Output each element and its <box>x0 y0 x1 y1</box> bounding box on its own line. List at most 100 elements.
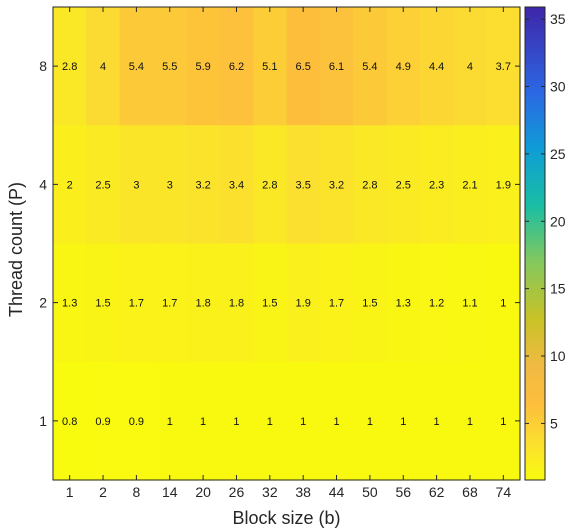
heatmap-cell <box>86 361 121 481</box>
cell-value-label: 1.1 <box>462 298 477 310</box>
x-tick-label: 1 <box>66 484 74 500</box>
cell-value-label: 2.1 <box>462 179 477 191</box>
heatmap-cell <box>119 243 154 363</box>
cell-value-label: 4.9 <box>396 61 411 73</box>
heatmap-cell <box>153 7 188 126</box>
cell-value-label: 5.9 <box>195 61 210 73</box>
x-axis-ticks: 1 2 8 14 20 26 32 38 44 50 56 62 68 74 <box>66 7 511 500</box>
x-tick-label: 26 <box>229 484 245 500</box>
heatmap-cell <box>186 361 221 481</box>
heatmap-cell <box>219 125 254 245</box>
cell-value-label: 4 <box>100 61 106 73</box>
cell-value-label: 5.4 <box>362 61 377 73</box>
x-tick-label: 32 <box>262 484 278 500</box>
cell-value-label: 5.1 <box>262 61 277 73</box>
heatmap-cell <box>486 7 521 126</box>
colorbar-tick-label: 30 <box>550 79 566 95</box>
y-tick-label: 4 <box>39 176 47 192</box>
heatmap-cell <box>319 7 354 126</box>
x-tick-label: 62 <box>429 484 445 500</box>
cell-value-label: 1.9 <box>496 179 511 191</box>
cell-value-label: 2.8 <box>262 179 277 191</box>
x-tick-label: 2 <box>99 484 107 500</box>
heatmap-cell <box>386 7 421 126</box>
x-tick-label: 20 <box>195 484 211 500</box>
y-tick-label: 8 <box>39 58 47 74</box>
heatmap-cell <box>153 243 188 363</box>
cell-value-label: 4 <box>467 61 473 73</box>
x-tick-label: 14 <box>162 484 178 500</box>
x-tick-label: 8 <box>132 484 140 500</box>
cell-value-label: 1.7 <box>162 298 177 310</box>
cell-value-label: 5.5 <box>162 61 177 73</box>
heatmap-cell <box>286 7 321 126</box>
heatmap-cell <box>253 243 288 363</box>
heatmap-cell <box>453 243 488 363</box>
heatmap-cell <box>253 7 288 126</box>
colorbar-ticks: 5 10 15 20 25 30 35 <box>525 11 566 431</box>
cell-value-label: 1 <box>267 416 273 428</box>
y-axis-ticks: 8 4 2 1 <box>39 58 520 429</box>
cell-value-label: 3.7 <box>496 61 511 73</box>
heatmap-cell <box>186 125 221 245</box>
cell-value-label: 6.5 <box>296 61 311 73</box>
heatmap-cell <box>453 125 488 245</box>
heatmap-cell <box>319 361 354 481</box>
cell-value-label: 1.5 <box>95 298 110 310</box>
cell-value-label: 0.9 <box>129 416 144 428</box>
heatmap-cell <box>253 125 288 245</box>
cell-value-label: 1 <box>434 416 440 428</box>
cell-value-label: 0.8 <box>62 416 77 428</box>
y-tick-label: 1 <box>39 413 47 429</box>
heatmap-cell <box>119 125 154 245</box>
heatmap-cell <box>86 243 121 363</box>
cell-value-label: 1.9 <box>296 298 311 310</box>
heatmap-cell <box>86 7 121 126</box>
cell-value-label: 1 <box>233 416 239 428</box>
cell-value-label: 1.2 <box>429 298 444 310</box>
colorbar-frame <box>524 6 546 481</box>
cell-value-label: 3.2 <box>329 179 344 191</box>
cell-value-label: 1 <box>500 416 506 428</box>
colorbar-tick-label: 5 <box>550 415 558 431</box>
heatmap-cell <box>419 243 454 363</box>
heatmap-cell <box>386 243 421 363</box>
cell-value-label: 1 <box>200 416 206 428</box>
colorbar-tick-label: 10 <box>550 348 566 364</box>
heatmap-cell <box>353 243 388 363</box>
cell-value-label: 2.3 <box>429 179 444 191</box>
colorbar-tick-label: 20 <box>550 213 566 229</box>
heatmap-cell <box>153 125 188 245</box>
cell-value-label: 1 <box>500 298 506 310</box>
cell-value-label: 1.7 <box>329 298 344 310</box>
heatmap-cell <box>386 361 421 481</box>
cell-value-label: 3 <box>133 179 139 191</box>
heatmap-cell-labels: 2.8 4 5.4 5.5 5.9 6.2 5.1 6.5 6.1 5.4 4.9 4.4 4 3.7 2 2… <box>62 61 511 428</box>
colorbar <box>525 7 545 480</box>
cell-value-label: 5.4 <box>129 61 144 73</box>
cell-value-label: 1.5 <box>362 298 377 310</box>
cell-value-label: 1 <box>400 416 406 428</box>
x-axis-label: Block size (b) <box>232 508 340 528</box>
cell-value-label: 4.4 <box>429 61 444 73</box>
heatmap-cell <box>153 361 188 481</box>
cell-value-label: 2.8 <box>362 179 377 191</box>
cell-value-label: 1.8 <box>229 298 244 310</box>
colorbar-tick-label: 35 <box>550 11 566 27</box>
cell-value-label: 6.2 <box>229 61 244 73</box>
cell-value-label: 0.9 <box>95 416 110 428</box>
heatmap-cell <box>453 7 488 126</box>
heatmap-cell <box>286 243 321 363</box>
heatmap-cell <box>419 7 454 126</box>
heatmap-cell <box>419 125 454 245</box>
heatmap-cell <box>119 7 154 126</box>
cell-value-label: 3.4 <box>229 179 244 191</box>
cell-value-label: 3.2 <box>195 179 210 191</box>
colorbar-tick-label: 25 <box>550 146 566 162</box>
heatmap-cell <box>186 243 221 363</box>
cell-value-label: 2.5 <box>396 179 411 191</box>
cell-value-label: 1 <box>467 416 473 428</box>
heatmap-cells <box>53 7 521 481</box>
x-tick-label: 50 <box>362 484 378 500</box>
heatmap-cell <box>353 361 388 481</box>
